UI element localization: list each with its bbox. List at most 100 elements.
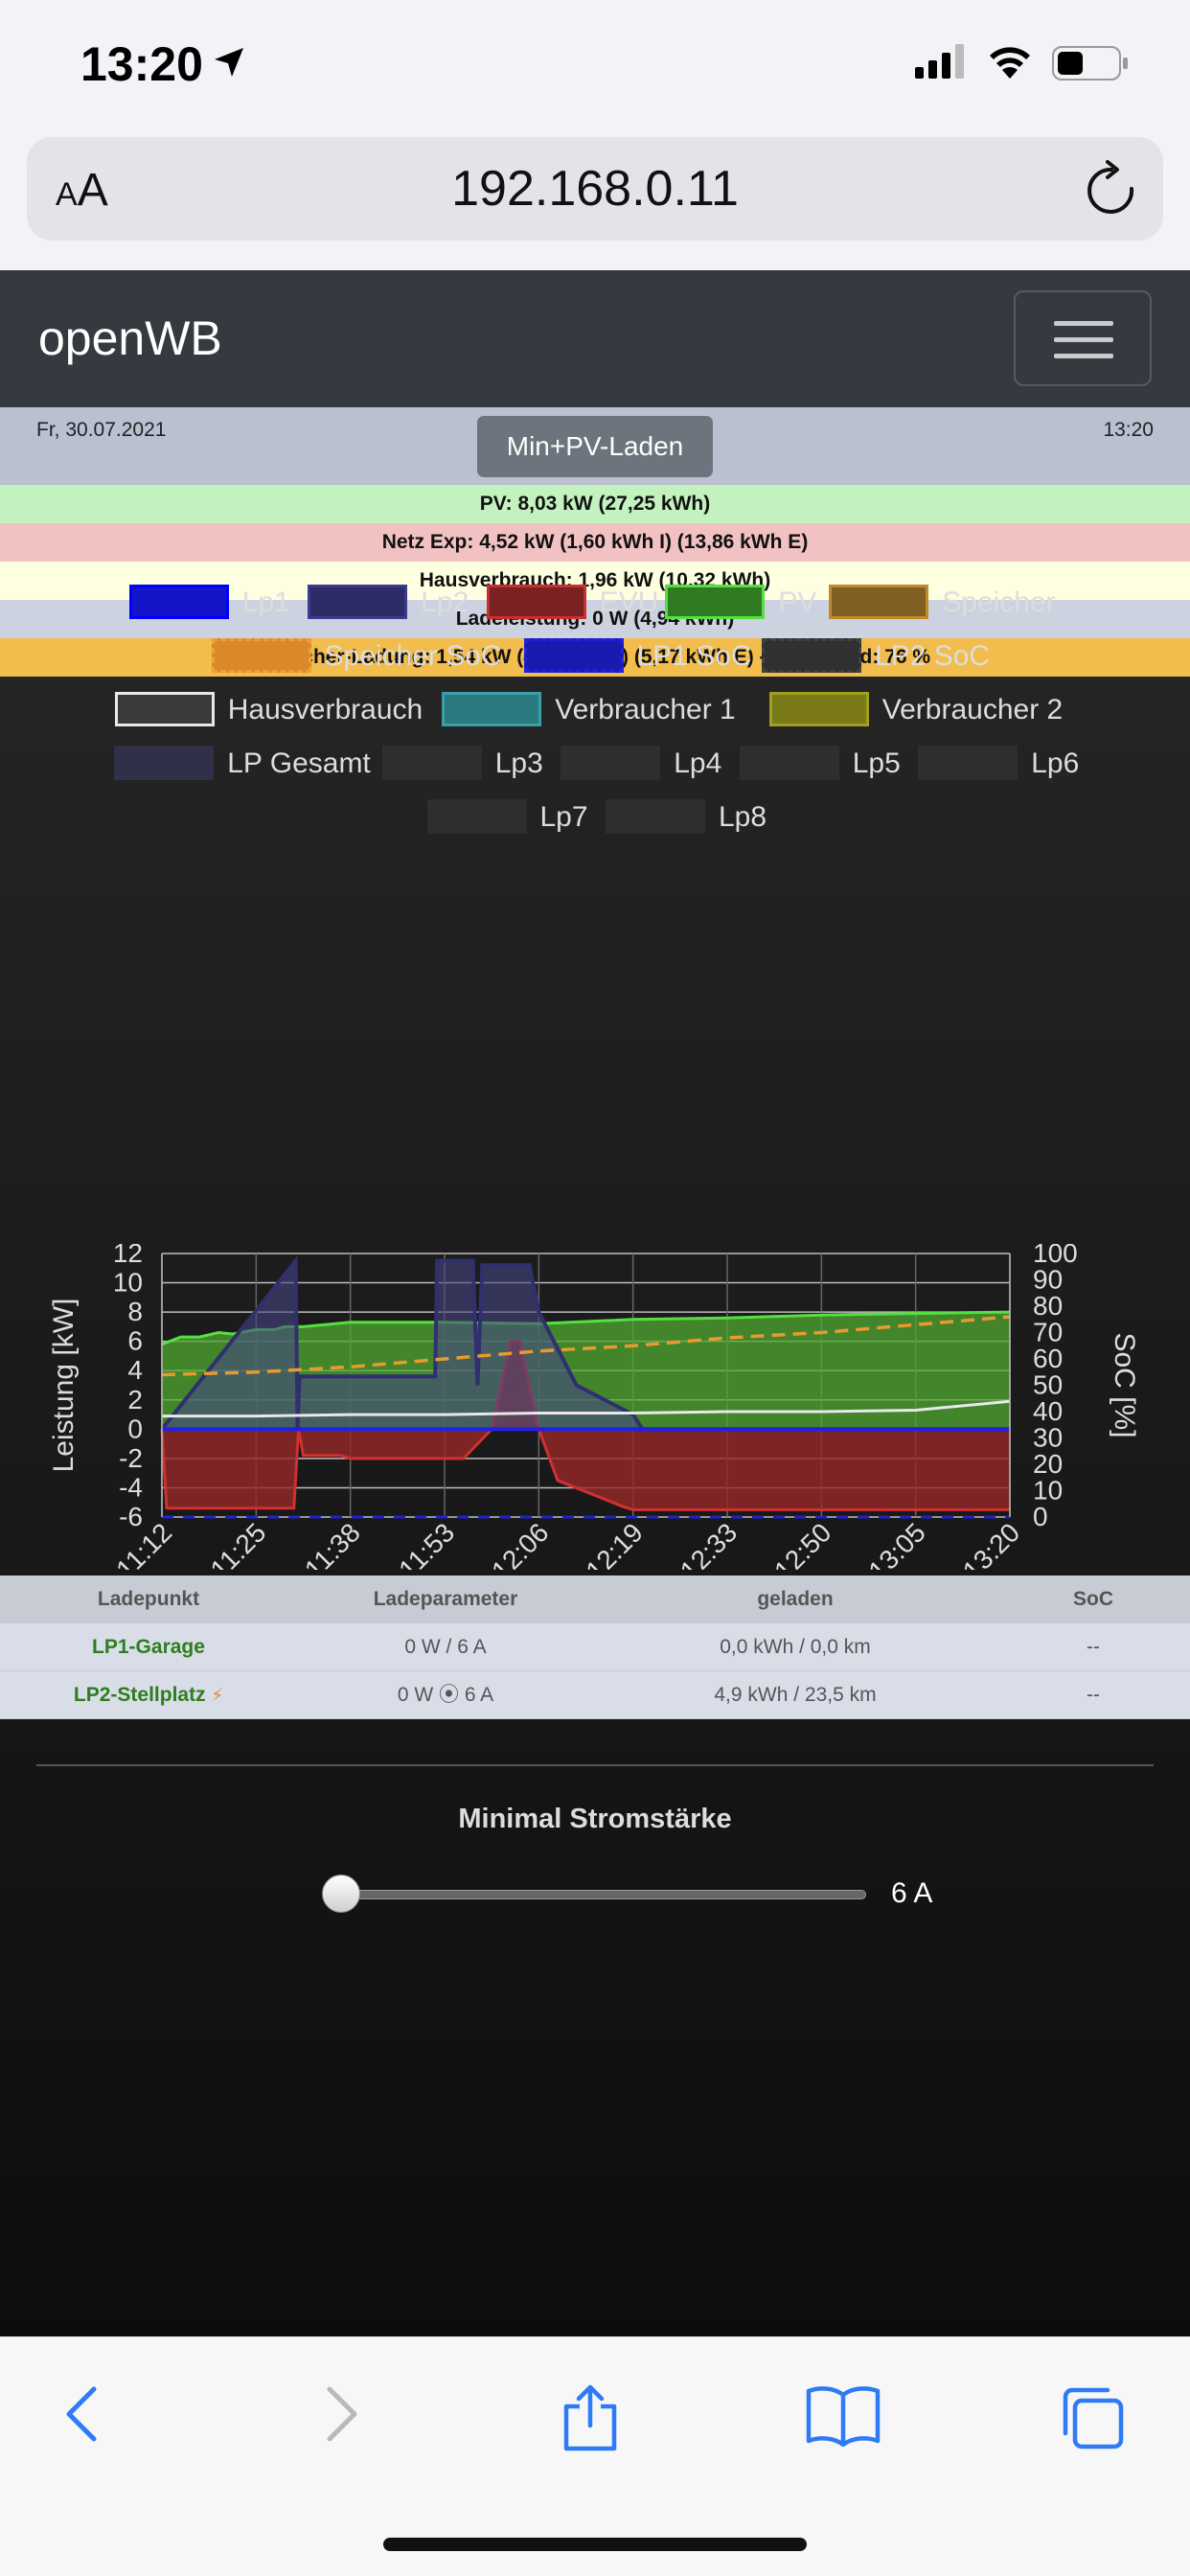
y2-tick-label: 20 (1033, 1449, 1063, 1479)
y-tick-label: 8 (127, 1297, 143, 1326)
table-row[interactable]: LP1-Garage 0 W / 6 A 0,0 kWh / 0,0 km -- (0, 1623, 1190, 1671)
legend-item-lp1-soc[interactable]: LP1 SoC (523, 638, 752, 673)
lp1-params: 0 W / 6 A (404, 1636, 487, 1658)
min-current-slider-track[interactable] (337, 1890, 866, 1899)
y2-tick-label: 40 (1033, 1396, 1063, 1426)
power-chart: Lp1 Lp2 EVU PV Speicher Speicher SoC LP1 SoC LP… (0, 585, 1190, 1572)
legend-swatch (606, 799, 705, 834)
back-icon[interactable] (59, 2383, 107, 2445)
menu-toggle-button[interactable] (1014, 290, 1152, 386)
y2-tick-label: 100 (1033, 1244, 1078, 1268)
legend-item-lp1[interactable]: Lp1 (128, 585, 290, 619)
legend-label: LP1 SoC (636, 640, 752, 672)
legend-swatch (486, 585, 586, 619)
legend-item-lp2-soc[interactable]: LP2 SoC (762, 638, 990, 673)
legend-swatch (523, 638, 624, 673)
y2-tick-label: 90 (1033, 1265, 1063, 1295)
y-tick-label: 10 (113, 1268, 143, 1298)
legend-item-lp2[interactable]: Lp2 (308, 585, 469, 619)
reload-icon[interactable] (1085, 160, 1138, 218)
battery-icon (1052, 46, 1128, 80)
pv-info: PV: 8,03 kW (27,25 kWh) (0, 485, 1190, 523)
legend-swatch (739, 746, 839, 780)
x-tick-label: 13:20 (957, 1517, 1025, 1570)
legend-item-speicher[interactable]: Speicher (829, 585, 1061, 619)
legend-item-lp8[interactable]: Lp8 (606, 799, 767, 834)
y2-axis-label: SoC [%] (1109, 1332, 1140, 1438)
legend-label: Lp4 (674, 748, 722, 779)
min-current-slider-handle[interactable] (322, 1874, 360, 1913)
x-tick-label: 12:19 (580, 1517, 648, 1570)
legend-item-lp6[interactable]: Lp6 (918, 746, 1079, 780)
series-area-lp2 (162, 1260, 1010, 1430)
y-tick-label: -4 (119, 1472, 143, 1502)
legend-swatch (442, 692, 542, 726)
status-bar: 13:20 (0, 0, 1190, 129)
legend-item-lp5[interactable]: Lp5 (739, 746, 901, 780)
y2-tick-label: 0 (1033, 1502, 1048, 1531)
y-axis-label: Leistung [kW] (48, 1299, 80, 1473)
table-row[interactable]: LP2-Stellplatz ⚡ 0 W ⦿ 6 A 4,9 kWh / 23,… (0, 1671, 1190, 1719)
legend-item-verbraucher-2[interactable]: Verbraucher 2 (768, 692, 1076, 726)
legend-label: Speicher SoC (324, 640, 502, 672)
grid-info: Netz Exp: 4,52 kW (1,60 kWh I) (13,86 kW… (0, 523, 1190, 562)
legend-item-hausverbrauch[interactable]: Hausverbrauch (114, 692, 423, 726)
y2-tick-label: 50 (1033, 1370, 1063, 1400)
legend-swatch (308, 585, 408, 619)
series-line-hausverbrauch (162, 1399, 1011, 1418)
y2-tick-label: 30 (1033, 1423, 1063, 1453)
legend-item-lp-gesamt[interactable]: LP Gesamt (114, 746, 371, 780)
legend-swatch (768, 692, 869, 726)
lp1-soc: -- (1087, 1636, 1100, 1658)
burger-line (1054, 337, 1113, 342)
url-field[interactable]: 192.168.0.11 (451, 161, 739, 217)
legend-swatch (211, 638, 311, 673)
legend-label: Lp8 (719, 801, 767, 833)
legend-item-lp3[interactable]: Lp3 (381, 746, 543, 780)
x-tick-label: 13:05 (862, 1517, 930, 1570)
legend-label: EVU (599, 586, 659, 618)
forward-icon[interactable] (316, 2383, 364, 2445)
lp2-soc: -- (1087, 1684, 1100, 1706)
navbar: openWB (0, 270, 1190, 407)
legend-item-pv[interactable]: PV (665, 585, 816, 619)
brand-title[interactable]: openWB (38, 311, 222, 365)
burger-line (1054, 354, 1113, 358)
browser-toolbar (0, 2336, 1190, 2576)
charge-mode-button[interactable]: Min+PV-Laden (477, 416, 713, 477)
legend-swatch (665, 585, 766, 619)
legend-swatch (381, 746, 482, 780)
legend-item-speicher-soc[interactable]: Speicher SoC (211, 638, 503, 673)
series-area-evu (162, 1341, 1010, 1510)
legend-item-lp7[interactable]: Lp7 (426, 799, 588, 834)
legend-swatch (128, 585, 229, 619)
legend-label: LP2 SoC (875, 640, 991, 672)
legend-swatch (918, 746, 1018, 780)
table-header: Ladepunkt Ladeparameter geladen SoC (0, 1576, 1190, 1623)
lp2-name[interactable]: LP2-Stellplatz (73, 1684, 206, 1706)
legend-swatch (114, 746, 215, 780)
legend-item-verbraucher-1[interactable]: Verbraucher 1 (442, 692, 748, 726)
lp2-params: 0 W ⦿ 6 A (397, 1684, 494, 1706)
legend-item-lp4[interactable]: Lp4 (561, 746, 722, 780)
min-current-label: Minimal Stromstärke (458, 1804, 732, 1834)
home-indicator (383, 2538, 807, 2551)
charging-power-info: Ladeleistung: 0 W (4,94 kWh) (0, 600, 1190, 638)
x-tick-label: 11:53 (393, 1517, 460, 1570)
legend-item-evu[interactable]: EVU (486, 585, 658, 619)
x-tick-label: 11:38 (299, 1517, 366, 1570)
lp1-name[interactable]: LP1-Garage (92, 1636, 205, 1658)
y-tick-label: 0 (127, 1414, 143, 1443)
share-icon[interactable] (561, 2383, 620, 2452)
address-bar[interactable]: AA 192.168.0.11 (27, 137, 1163, 241)
bookmarks-icon[interactable] (805, 2383, 881, 2447)
legend-swatch (829, 585, 929, 619)
x-tick-label: 12:06 (486, 1517, 554, 1570)
current-date: Fr, 30.07.2021 (36, 419, 167, 441)
aa-small-glyph: A (56, 176, 78, 213)
legend-label: Lp3 (494, 748, 543, 779)
lp2-name-cell[interactable]: LP2-Stellplatz ⚡ (0, 1671, 297, 1719)
reader-options-button[interactable]: AA (56, 164, 108, 217)
tabs-icon[interactable] (1058, 2383, 1127, 2452)
charge-point-table: Ladepunkt Ladeparameter geladen SoC LP1-… (0, 1576, 1190, 1719)
